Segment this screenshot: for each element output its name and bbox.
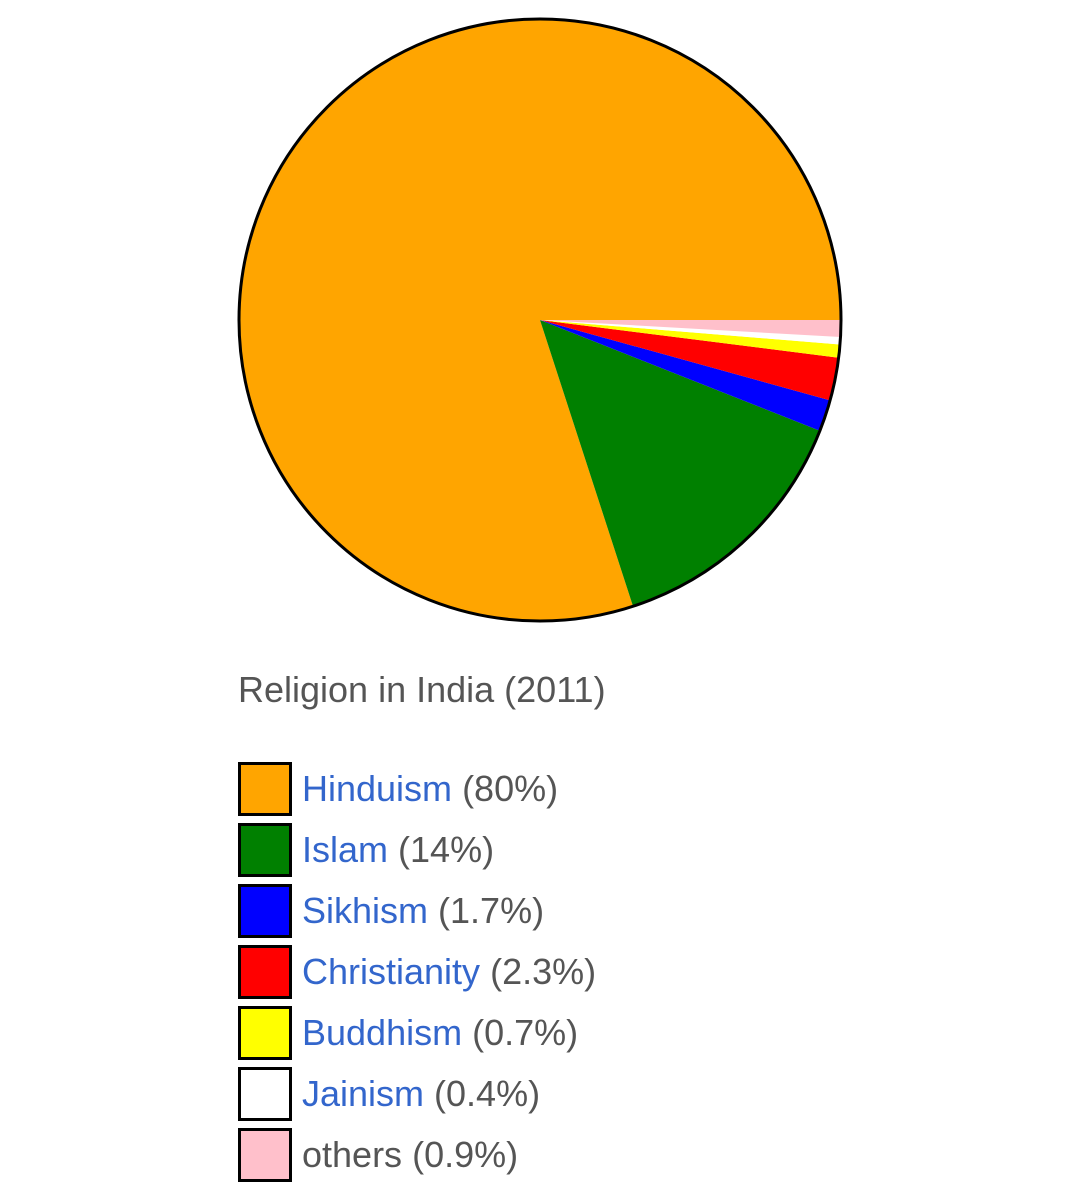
legend-item: Christianity (2.3%) xyxy=(238,945,596,1006)
legend-swatch xyxy=(238,1128,292,1182)
legend-item: Buddhism (0.7%) xyxy=(238,1006,596,1067)
legend-item: Hinduism (80%) xyxy=(238,762,596,823)
legend-value: (2.3%) xyxy=(490,951,597,992)
legend-label[interactable]: Buddhism xyxy=(302,1012,463,1053)
legend-item: Islam (14%) xyxy=(238,823,596,884)
legend-item: others (0.9%) xyxy=(238,1128,596,1189)
legend-value: (0.4%) xyxy=(434,1073,541,1114)
legend-swatch xyxy=(238,884,292,938)
pie-slice-christianity xyxy=(540,320,839,401)
legend-value: (80%) xyxy=(462,768,559,809)
legend-label[interactable]: Hinduism xyxy=(302,768,453,809)
legend: Hinduism (80%) Islam (14%) Sikhism (1.7%… xyxy=(238,762,596,1189)
pie-slice-sikhism xyxy=(540,320,831,431)
legend-value: (0.7%) xyxy=(472,1012,579,1053)
legend-label[interactable]: Sikhism xyxy=(302,890,429,931)
legend-swatch xyxy=(238,1067,292,1121)
legend-swatch xyxy=(238,762,292,816)
pie-slice-hinduism xyxy=(238,19,841,622)
legend-value: (0.9%) xyxy=(412,1134,519,1175)
chart-title: Religion in India (2011) xyxy=(238,669,606,710)
legend-label[interactable]: Jainism xyxy=(302,1073,425,1114)
legend-item: Sikhism (1.7%) xyxy=(238,884,596,945)
pie-outline xyxy=(237,17,843,623)
legend-label[interactable]: Christianity xyxy=(302,951,481,992)
legend-item: Jainism (0.4%) xyxy=(238,1067,596,1128)
pie-slice-others xyxy=(540,320,841,338)
pie-chart xyxy=(237,17,843,623)
legend-label[interactable]: Islam xyxy=(302,829,389,870)
legend-value: (1.7%) xyxy=(438,890,545,931)
pie-slices xyxy=(238,19,841,622)
legend-swatch xyxy=(238,1006,292,1060)
pie-slice-jainism xyxy=(540,320,841,345)
legend-swatch xyxy=(238,823,292,877)
legend-value: (14%) xyxy=(398,829,495,870)
legend-swatch xyxy=(238,945,292,999)
legend-label: others xyxy=(302,1134,403,1175)
pie-slice-buddhism xyxy=(540,320,840,358)
